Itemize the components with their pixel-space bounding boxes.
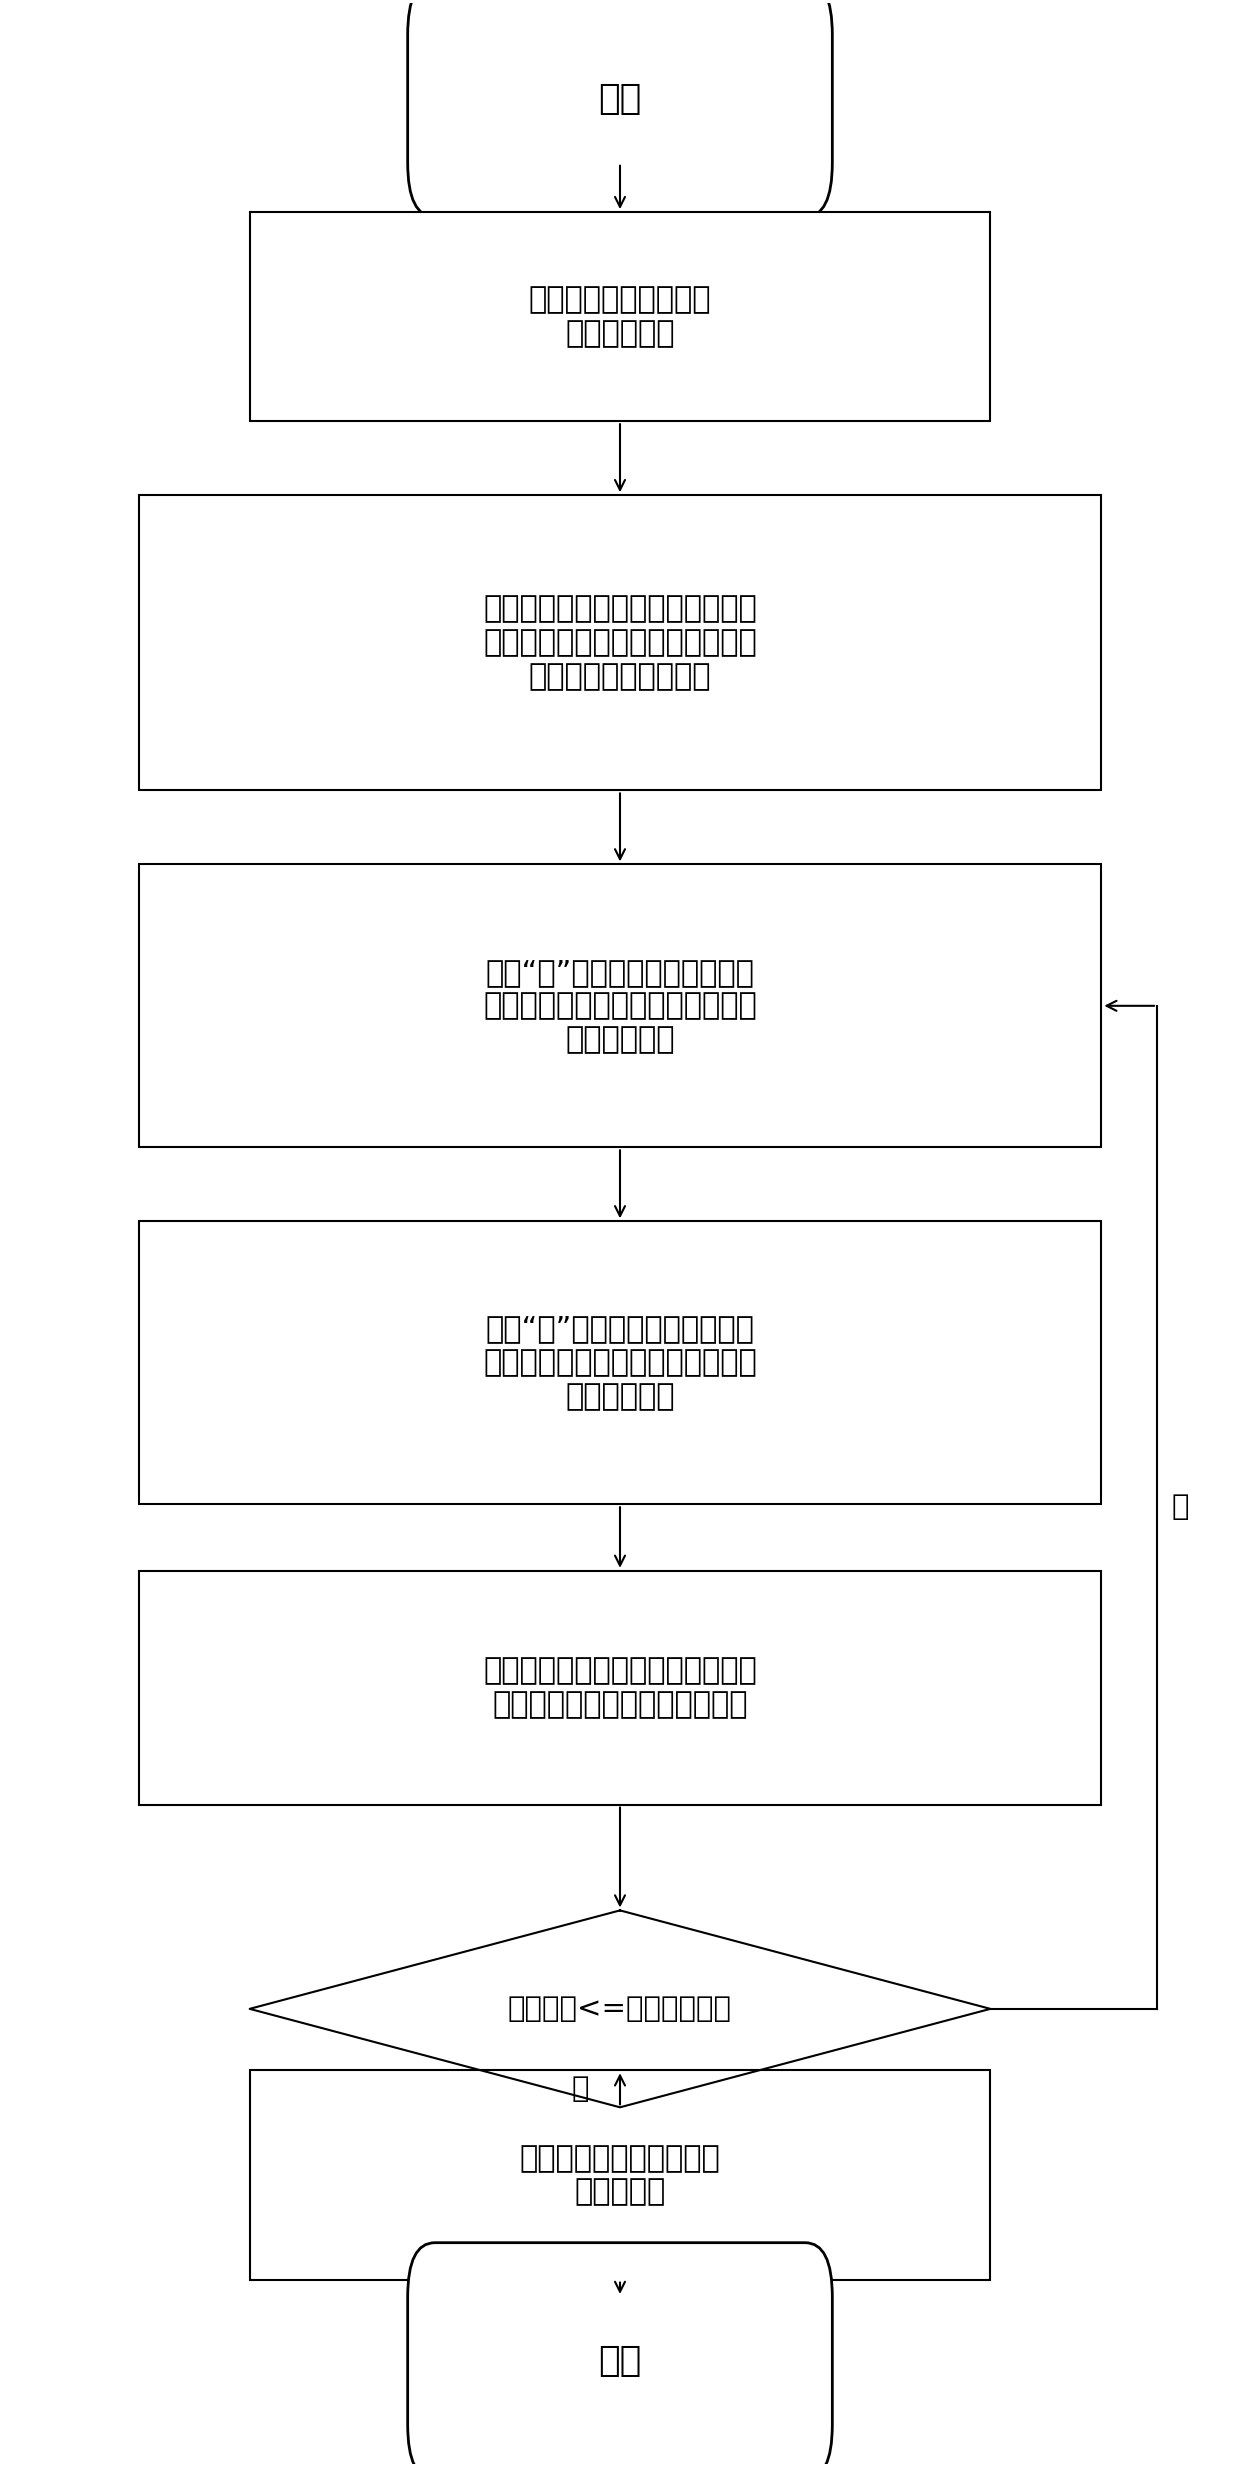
FancyBboxPatch shape xyxy=(139,1571,1101,1803)
Text: 进行“学”阶段，将量子学员映射
为整数解，进行成绩评价后更新量
子学员量子态: 进行“学”阶段，将量子学员映射 为整数解，进行成绩评价后更新量 子学员量子态 xyxy=(484,1315,756,1411)
FancyBboxPatch shape xyxy=(249,212,991,422)
Text: 结束: 结束 xyxy=(599,2344,641,2378)
Text: 从更新后的量子学员中找到成绩最
好的量子学员作为新的量子教师: 从更新后的量子学员中找到成绩最 好的量子学员作为新的量子教师 xyxy=(484,1655,756,1719)
Text: 把量子学员的量子态映射为整数解
，对量子学员成绩进行评价，最优
量子学员作为量子教师: 把量子学员的量子态映射为整数解 ，对量子学员成绩进行评价，最优 量子学员作为量子… xyxy=(484,595,756,691)
FancyBboxPatch shape xyxy=(249,2070,991,2280)
Text: 进行“教”阶段，将量子学员映射
为整数解，进行成绩评价后更新量
子学员量子态: 进行“教”阶段，将量子学员映射 为整数解，进行成绩评价后更新量 子学员量子态 xyxy=(484,957,756,1053)
FancyBboxPatch shape xyxy=(408,2243,832,2467)
FancyBboxPatch shape xyxy=(139,863,1101,1147)
FancyBboxPatch shape xyxy=(139,496,1101,789)
Text: 开始: 开始 xyxy=(599,81,641,116)
Polygon shape xyxy=(249,1909,991,2107)
Text: 是: 是 xyxy=(1172,1493,1189,1522)
Text: 否: 否 xyxy=(572,2075,589,2102)
Text: 迭代次数<=最大迭代次数: 迭代次数<=最大迭代次数 xyxy=(508,1996,732,2023)
FancyBboxPatch shape xyxy=(139,1221,1101,1505)
Text: 输出量子教师的状态和其
相应的成绩: 输出量子教师的状态和其 相应的成绩 xyxy=(520,2144,720,2205)
Text: 初始化班级中量子学员
的初始量子态: 初始化班级中量子学员 的初始量子态 xyxy=(528,286,712,348)
FancyBboxPatch shape xyxy=(408,0,832,217)
